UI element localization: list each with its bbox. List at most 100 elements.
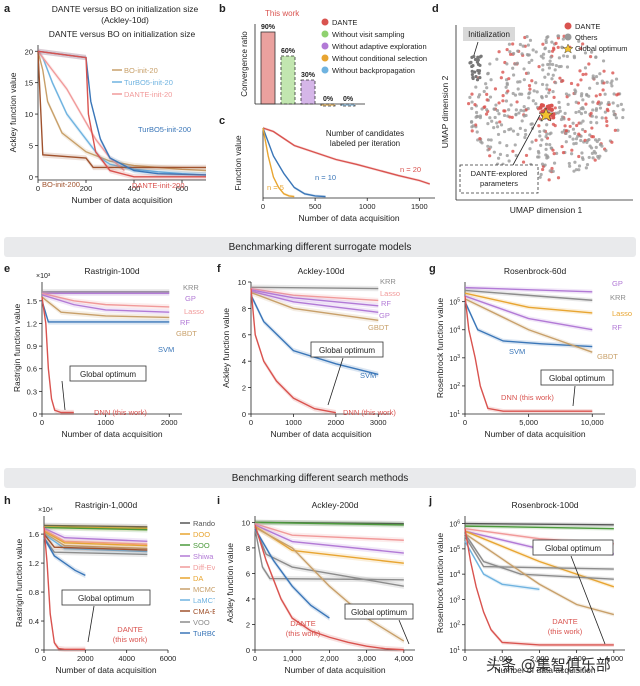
scatter-point — [480, 107, 484, 111]
legend-label: Shiwa — [193, 552, 214, 561]
chart-i: 0 1,000 2,000 3,000 4,000 0 2 4 6 8 10 Number of da… — [217, 495, 415, 675]
global-optimum-star — [538, 107, 554, 122]
scatter-point — [492, 126, 496, 130]
scatter-point — [535, 90, 539, 94]
scatter-point — [610, 140, 614, 144]
scatter-point — [614, 116, 618, 120]
scatter-point — [475, 130, 479, 134]
scatter-point — [552, 152, 556, 156]
chart-title: Rastrigin-1,000d — [75, 500, 138, 510]
series-band — [465, 299, 593, 349]
scatter-point — [544, 134, 548, 139]
y-tick-label: 0.4 — [29, 617, 39, 626]
series-line-svm — [250, 294, 379, 376]
scatter-point — [522, 67, 526, 71]
annotation-global-optimum: Global optimum — [80, 370, 136, 379]
legend-label: DA — [193, 574, 203, 583]
scatter-point — [467, 102, 471, 106]
scatter-point — [493, 115, 497, 120]
scatter-point — [502, 113, 507, 118]
scatter-point — [471, 124, 475, 128]
global-optimum-box — [310, 341, 384, 358]
scatter-point — [545, 123, 549, 127]
y-axis-label: Rosenbrock function value — [435, 298, 445, 398]
y-axis-label: Rosenbrock function value — [435, 533, 445, 633]
y-tick-label: 103 — [449, 595, 460, 604]
scatter-point — [595, 81, 599, 85]
scatter-point — [470, 100, 474, 104]
y-tick-label: 0.6 — [27, 365, 37, 374]
scatter-point-init — [471, 64, 475, 68]
scatter-point — [558, 76, 562, 80]
x-tick-label: 0 — [36, 184, 40, 193]
x-tick-label: 3000 — [370, 418, 387, 427]
series-line-lamcts — [43, 533, 148, 553]
this-work-label: This work — [265, 9, 300, 18]
scatter-point — [501, 99, 505, 103]
scatter-point-dante — [547, 104, 552, 109]
x-axis-label: Number of data acquisition — [55, 665, 156, 675]
y-tick-label: 101 — [449, 410, 460, 419]
legend-star — [562, 43, 574, 54]
bar-label: 0% — [323, 96, 334, 103]
scatter-point — [565, 65, 570, 69]
arrow — [512, 114, 541, 166]
scatter-point — [577, 39, 581, 43]
series-band — [255, 526, 404, 583]
scatter-point — [541, 63, 545, 67]
scatter-point — [543, 163, 547, 167]
series-label: SVM — [509, 347, 525, 356]
y-axis-label: Ackley function value — [221, 308, 231, 388]
scatter-point — [523, 128, 527, 132]
scatter-point — [550, 77, 554, 81]
scatter-point — [532, 89, 536, 93]
scatter-point — [579, 112, 584, 116]
scatter-point — [579, 46, 583, 51]
scatter-point — [499, 76, 503, 80]
scatter-point — [579, 94, 584, 98]
x-axis-label: Number of data acquisition — [71, 195, 172, 205]
scatter-point — [505, 144, 509, 148]
annotation-initialization: Initialization — [468, 30, 510, 39]
scatter-point — [545, 132, 549, 136]
scatter-point — [511, 129, 516, 133]
series-band — [465, 531, 614, 582]
scatter-point — [528, 87, 532, 91]
scatter-point — [589, 146, 594, 150]
scatter-point — [556, 176, 561, 180]
legend-label: Global optimum — [575, 44, 628, 53]
scatter-point — [544, 94, 548, 98]
annotation-explored: DANTE-explored parameters — [471, 169, 528, 188]
scatter-point — [518, 80, 522, 84]
scatter-point — [566, 102, 570, 106]
series-label: RF — [381, 299, 391, 308]
scatter-point — [547, 49, 551, 54]
annotation-dante: DANTE-init-200 — [132, 181, 185, 190]
series-label: Lasso — [380, 289, 400, 298]
scatter-point — [577, 168, 581, 172]
scatter-point — [597, 100, 601, 104]
x-tick-label: 3,000 — [567, 654, 586, 663]
x-tick-label: 1,000 — [283, 654, 302, 663]
scatter-point — [572, 169, 576, 173]
bar — [260, 31, 276, 105]
scatter-point — [583, 51, 588, 55]
y-axis-label: Rastrigin function value — [14, 539, 24, 628]
x-axis-label: Number of data acquisition — [494, 665, 595, 675]
scatter-point — [485, 108, 489, 112]
y-tick-label: 0.3 — [27, 387, 37, 396]
scatter-point — [567, 117, 571, 121]
global-optimum-box — [69, 365, 147, 382]
scatter-point — [614, 77, 619, 81]
scatter-point — [495, 121, 499, 125]
scatter-point — [577, 164, 582, 168]
scatter-point — [488, 95, 493, 99]
scatter-point — [511, 91, 515, 96]
scatter-point — [509, 52, 513, 56]
scatter-point — [611, 101, 615, 105]
scatter-point — [497, 112, 501, 116]
scatter-point — [602, 69, 606, 73]
scatter-point — [603, 92, 607, 96]
scatter-point — [605, 119, 609, 123]
scatter-point — [541, 52, 546, 56]
